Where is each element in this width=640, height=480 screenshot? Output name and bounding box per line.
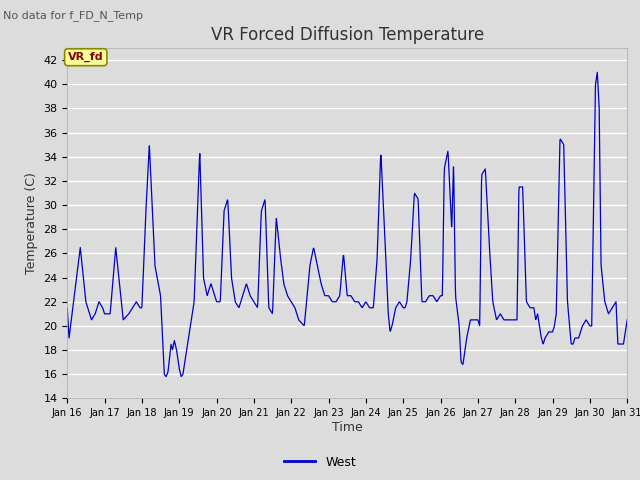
Text: No data for f_FD_N_Temp: No data for f_FD_N_Temp xyxy=(3,10,143,21)
Text: VR_fd: VR_fd xyxy=(68,52,104,62)
Legend: West: West xyxy=(279,451,361,474)
X-axis label: Time: Time xyxy=(332,421,363,434)
Title: VR Forced Diffusion Temperature: VR Forced Diffusion Temperature xyxy=(211,25,484,44)
Y-axis label: Temperature (C): Temperature (C) xyxy=(25,172,38,274)
